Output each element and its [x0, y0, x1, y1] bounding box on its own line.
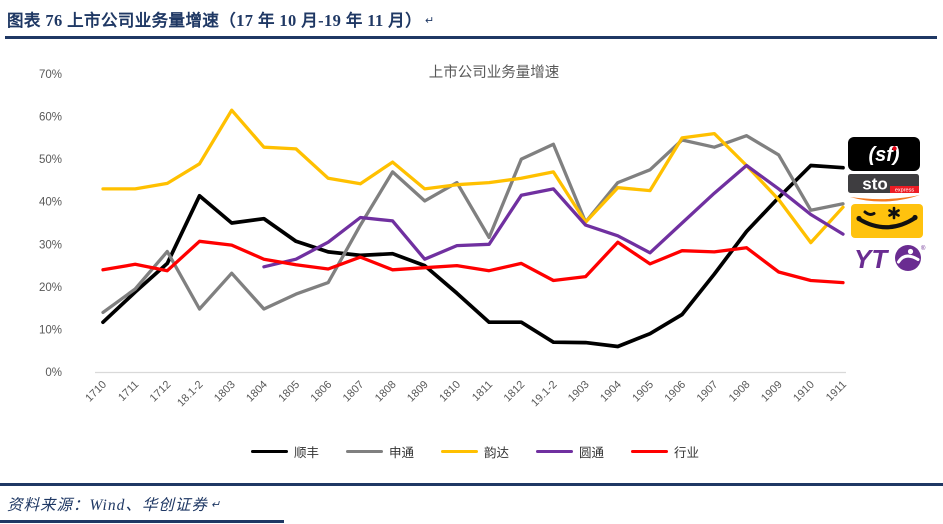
legend-item-sf: 顺丰 [250, 442, 319, 461]
sf-express-logo: (sf) [848, 137, 920, 171]
yto-express-logo: YT ® [853, 243, 927, 273]
x-axis-category-label: 1903 [566, 379, 592, 405]
legend-swatch-sf [250, 449, 288, 454]
figure-caption-text: 图表 76 上市公司业务量增速（17 年 10 月-19 年 11 月） [7, 11, 422, 30]
legend-label-yunda: 韵达 [483, 446, 509, 460]
y-axis-tick-label: 0% [45, 367, 62, 379]
sto-logo-subtext: express [895, 188, 915, 194]
x-axis-category-label: 1809 [405, 379, 431, 405]
x-axis-category-label: 1811 [470, 379, 495, 404]
x-axis-category-label: 1806 [309, 379, 335, 405]
x-axis-category-label: 1905 [630, 379, 656, 405]
sf-express-logo-icon: (sf) [848, 137, 920, 171]
source-note: 资料来源：Wind、华创证券 ↵ [7, 493, 221, 515]
next-block-border [0, 520, 284, 523]
volume-growth-line-chart: 上市公司业务量增速 0% 10% 20% 30% 40% 50% 60% 70% 1710 1711… [39, 64, 849, 410]
sf-logo-text: (sf) [868, 144, 899, 166]
x-axis-category-label: 1904 [598, 379, 624, 405]
figure-bottom-divider [0, 483, 943, 486]
x-axis-category-label: 18.1-2 [175, 379, 206, 410]
caption-divider-line [5, 36, 937, 39]
legend-item-yto: 圆通 [536, 442, 604, 461]
chart-title: 上市公司业务量增速 [429, 64, 560, 81]
yunda-express-logo-icon [851, 204, 923, 238]
y-axis-tick-label: 50% [39, 154, 62, 166]
yto-logo-text: YT [854, 244, 889, 273]
y-axis-tick-label: 70% [39, 69, 62, 81]
figure-caption: 图表 76 上市公司业务量增速（17 年 10 月-19 年 11 月） ↵ [7, 7, 435, 31]
legend-swatch-yunda [440, 449, 478, 454]
legend-item-yunda: 韵达 [440, 442, 509, 461]
x-axis-category-label: 1907 [695, 379, 721, 405]
x-axis-category-label: 1908 [727, 379, 753, 405]
x-axis-category-label: 1710 [83, 379, 109, 405]
paragraph-return-mark: ↵ [210, 499, 222, 511]
legend-label-yto: 圆通 [579, 446, 605, 460]
paragraph-return-mark: ↵ [424, 15, 435, 27]
chart-legend: 顺丰 申通 韵达 圆通 行业 [100, 442, 850, 461]
x-axis-category-label: 1711 [116, 379, 141, 404]
yto-registered-mark: ® [921, 245, 926, 252]
x-axis-category-label: 19.1-2 [529, 379, 560, 410]
series-line-yto [262, 163, 845, 269]
legend-swatch-yto [536, 449, 573, 454]
x-axis-category-label: 1906 [662, 379, 688, 405]
series-line-sto [101, 134, 845, 315]
legend-label-sto: 申通 [388, 446, 414, 460]
x-axis-category-label: 1909 [759, 379, 785, 405]
legend-item-industry: 行业 [631, 442, 699, 461]
x-axis-category-label: 1803 [212, 379, 238, 405]
series-line-industry [101, 239, 845, 285]
yto-express-logo-icon: YT ® [854, 244, 926, 273]
yunda-smiley-star-icon [856, 206, 918, 230]
x-axis-category-label: 1805 [276, 379, 302, 405]
yunda-express-logo [851, 204, 923, 238]
sto-express-logo-icon: sto express [848, 174, 920, 202]
x-axis-category-label: 1808 [373, 379, 399, 405]
y-axis-tick-label: 20% [39, 282, 62, 294]
legend-swatch-industry [631, 449, 669, 454]
x-axis-category-label: 1712 [148, 379, 174, 405]
x-axis-category-label: 1911 [824, 379, 849, 404]
x-axis-category-label: 1810 [437, 379, 463, 405]
series-line-yunda [101, 108, 845, 245]
x-axis-category-label: 1807 [341, 379, 367, 405]
y-axis-tick-label: 60% [39, 112, 62, 124]
yto-runner-icon [897, 248, 920, 264]
sto-logo-text: sto [862, 175, 888, 194]
sto-express-logo: sto express [848, 174, 922, 204]
source-note-text: 资料来源：Wind、华创证券 [7, 497, 208, 514]
x-axis-category-label: 1910 [791, 379, 817, 405]
series-line-sf [101, 163, 845, 349]
y-axis-tick-label: 10% [39, 324, 62, 336]
legend-label-industry: 行业 [674, 446, 700, 460]
x-axis-category-label: 1812 [502, 379, 528, 405]
x-axis-category-label: 1804 [244, 379, 270, 405]
legend-label-sf: 顺丰 [293, 446, 319, 460]
y-axis-tick-label: 30% [39, 239, 62, 251]
y-axis-tick-label: 40% [39, 197, 62, 209]
legend-swatch-sto [345, 449, 383, 454]
legend-item-sto: 申通 [345, 442, 414, 461]
